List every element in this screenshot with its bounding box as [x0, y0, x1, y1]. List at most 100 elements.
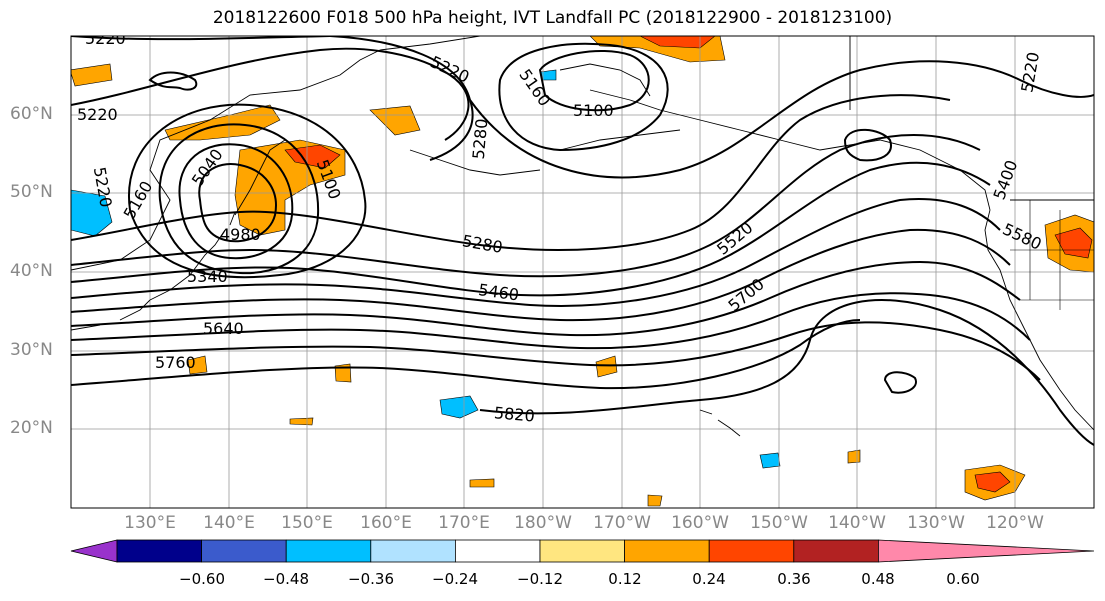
positive-ivt-region	[369, 105, 421, 136]
lon-label: 160°W	[671, 513, 729, 533]
lon-label: 170°W	[593, 513, 651, 533]
colorbar-tick-label: 0.36	[777, 570, 811, 588]
lon-label: 140°W	[828, 513, 886, 533]
colorbar-tick-label: 0.48	[861, 570, 895, 588]
colorbar	[70, 539, 1095, 563]
colorbar-tick-label: 0.24	[692, 570, 726, 588]
colorbar-extend-min	[70, 539, 118, 563]
colorbar-bin	[370, 539, 456, 563]
contour-label: 5220	[77, 105, 118, 124]
lat-label: 40°N	[10, 261, 53, 281]
colorbar-bin	[793, 539, 879, 563]
hawaii	[699, 409, 741, 437]
lat-lon-grid	[71, 36, 1094, 508]
contour-label: 5580	[1000, 219, 1045, 253]
contour-5460	[71, 198, 1001, 307]
contour-5160	[127, 103, 367, 279]
contour-5220-low	[843, 128, 892, 162]
korea-coast	[71, 299, 151, 331]
contour-5220-west	[71, 47, 470, 141]
colorbar-bin	[539, 539, 625, 563]
lat-label: 20°N	[10, 418, 53, 438]
contour-label: 4980	[220, 225, 261, 244]
contour-label: 5820	[493, 403, 535, 425]
colorbar-bin	[708, 539, 795, 563]
positive-ivt-region	[289, 417, 314, 426]
contour-5160-bering	[498, 42, 669, 152]
aleutian-chain	[409, 129, 681, 176]
contour-5640	[71, 292, 1031, 350]
contour-label: 5100	[573, 101, 614, 120]
contour-label: 5700	[724, 274, 767, 315]
contour-label: 5400	[990, 158, 1022, 203]
kamchatka	[234, 139, 286, 216]
contour-label: 5280	[469, 118, 491, 160]
japan-islands	[149, 211, 236, 301]
contour-label: 5220	[427, 52, 472, 86]
contour-5400	[71, 161, 991, 297]
colorbar-tick-label: −0.36	[348, 570, 394, 588]
contour-label: 5640	[203, 319, 244, 338]
contour-5220-north	[71, 36, 331, 41]
figure-title: 2018122600 F018 500 hPa height, IVT Land…	[212, 8, 893, 28]
lon-label: 120°W	[986, 513, 1044, 533]
colorbar-tick-label: 0.12	[608, 570, 642, 588]
positive-ivt-region	[469, 478, 495, 488]
colorbar-tick-label: −0.60	[179, 570, 225, 588]
colorbar-bin	[624, 539, 710, 563]
lat-label: 30°N	[10, 340, 53, 360]
positive-ivt-region	[595, 355, 618, 378]
contour-label-layer: 5220 5220 5220 5160 5040 5100 4980 5340 …	[77, 29, 1045, 426]
contour-5280	[71, 94, 951, 251]
map-area: 5220 5220 5220 5160 5040 5100 4980 5340 …	[71, 29, 1094, 508]
contour-label: 5160	[120, 178, 157, 223]
negative-ivt-region	[439, 395, 479, 419]
bering-coast	[559, 63, 651, 97]
lon-label: 130°E	[124, 513, 176, 533]
contour-label: 5220	[85, 29, 126, 48]
colorbar-bin	[454, 539, 541, 563]
contour-5220-east	[329, 36, 1094, 179]
alaska-coast	[589, 89, 991, 211]
contour-4980	[198, 163, 277, 243]
us-states	[1010, 200, 1094, 310]
contour-5580	[71, 260, 1021, 337]
lon-label: 160°E	[360, 513, 412, 533]
positive-ivt-region	[187, 355, 208, 375]
north-america-coast	[984, 209, 1094, 431]
negative-ivt-region	[759, 452, 781, 469]
colorbar-tick-label: −0.48	[263, 570, 309, 588]
lon-label: 180°W	[514, 513, 572, 533]
coastlines	[71, 36, 1094, 437]
positive-ivt-region	[164, 104, 281, 141]
lat-label: 50°N	[10, 182, 53, 202]
lon-label: 150°W	[750, 513, 808, 533]
lon-label: 140°E	[203, 513, 255, 533]
colorbar-bin	[201, 539, 287, 563]
lon-label: 130°W	[907, 513, 965, 533]
lon-label: 150°E	[281, 513, 333, 533]
positive-ivt-region	[71, 63, 113, 87]
colorbar-bin	[116, 539, 202, 563]
contour-5160-north	[148, 71, 198, 91]
height-contours	[71, 36, 1094, 446]
ivt-shading	[71, 36, 1094, 507]
lon-label: 170°E	[438, 513, 490, 533]
positive-ivt-region	[974, 471, 1011, 493]
contour-label: 5040	[188, 145, 227, 189]
contour-label: 5760	[155, 353, 196, 372]
contour-5520	[71, 228, 1011, 322]
colorbar-bin	[285, 539, 372, 563]
colorbar-extend-max	[878, 539, 1095, 563]
contour-5760	[71, 319, 861, 390]
contour-5820	[479, 299, 1094, 446]
contour-5100-bering	[538, 49, 650, 112]
colorbar-tick-label: −0.24	[432, 570, 478, 588]
contour-5820-high	[883, 371, 917, 394]
contour-label: 5340	[187, 267, 228, 286]
asia-coast	[71, 36, 481, 271]
colorbar-tick-label: −0.12	[517, 570, 563, 588]
positive-ivt-region	[847, 449, 861, 464]
colorbar-tick-label: 0.60	[946, 570, 980, 588]
